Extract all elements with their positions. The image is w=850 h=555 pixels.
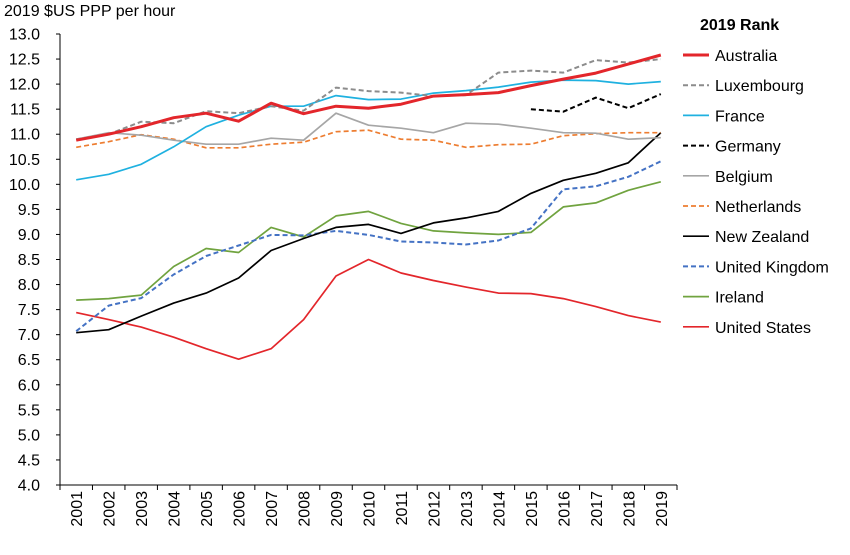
y-tick-label: 9.0 <box>18 227 40 244</box>
x-tick-label: 2006 <box>232 491 249 527</box>
y-tick-label: 10.0 <box>9 177 40 194</box>
x-tick-label: 2003 <box>134 491 151 527</box>
x-tick-label: 2010 <box>362 491 379 527</box>
y-tick-label: 13.0 <box>9 27 40 44</box>
series-line-belgium <box>76 112 661 146</box>
y-axis-title: 2019 $US PPP per hour <box>4 3 176 20</box>
y-tick-label: 4.0 <box>18 478 40 495</box>
y-tick-label: 7.0 <box>18 327 40 344</box>
y-tick-label: 11.5 <box>10 102 40 119</box>
y-tick-label: 9.5 <box>18 202 40 219</box>
y-tick-label: 4.5 <box>18 452 40 469</box>
x-tick-label: 2016 <box>556 491 573 527</box>
y-tick-label: 8.0 <box>18 277 40 294</box>
x-tick-label: 2004 <box>167 491 184 527</box>
y-tick-label: 7.5 <box>18 302 40 319</box>
x-tick-label: 2005 <box>199 491 216 527</box>
series-line-luxembourg <box>76 58 661 141</box>
x-tick-label: 2019 <box>654 491 671 527</box>
legend-label: Australia <box>715 48 777 65</box>
y-tick-label: 12.0 <box>9 77 40 94</box>
series-line-new-zealand <box>76 132 662 334</box>
legend-label: Germany <box>715 139 781 156</box>
y-tick-label: 5.5 <box>18 402 40 419</box>
legend-label: France <box>715 108 765 125</box>
x-tick-label: 2009 <box>329 491 346 527</box>
y-tick-label: 8.5 <box>18 252 40 269</box>
y-tick-label: 5.0 <box>18 427 40 444</box>
series-line-australia <box>75 53 662 142</box>
y-tick-label: 11.0 <box>10 127 40 144</box>
legend-label: Ireland <box>715 290 764 307</box>
x-tick-label: 2008 <box>297 491 314 527</box>
y-tick-label: 12.5 <box>9 52 40 69</box>
legend-label: New Zealand <box>715 229 809 246</box>
y-tick-label: 10.5 <box>9 152 40 169</box>
series-line-united-states <box>76 258 661 361</box>
series-line-ireland <box>76 180 662 301</box>
legend-title: 2019 Rank <box>700 17 779 34</box>
x-tick-label: 2007 <box>264 491 281 527</box>
x-tick-label: 2018 <box>621 491 638 527</box>
x-tick-label: 2017 <box>589 491 606 527</box>
series-line-united-kingdom <box>75 160 662 332</box>
legend-label: United Kingdom <box>715 259 829 276</box>
legend-label: Netherlands <box>715 199 801 216</box>
x-tick-label: 2012 <box>426 491 443 527</box>
x-tick-label: 2002 <box>102 491 119 527</box>
legend-label: Belgium <box>715 169 773 186</box>
x-tick-label: 2014 <box>491 491 508 527</box>
legend-label: United States <box>715 320 811 337</box>
series-line-germany <box>530 93 662 113</box>
x-tick-label: 2015 <box>524 491 541 527</box>
y-tick-label: 6.0 <box>18 377 40 394</box>
x-tick-label: 2013 <box>459 491 476 527</box>
series-line-netherlands <box>76 129 661 149</box>
x-tick-label: 2011 <box>394 491 411 526</box>
y-tick-label: 6.5 <box>18 352 40 369</box>
x-tick-label: 2001 <box>69 491 86 527</box>
legend-label: Luxembourg <box>715 78 804 95</box>
